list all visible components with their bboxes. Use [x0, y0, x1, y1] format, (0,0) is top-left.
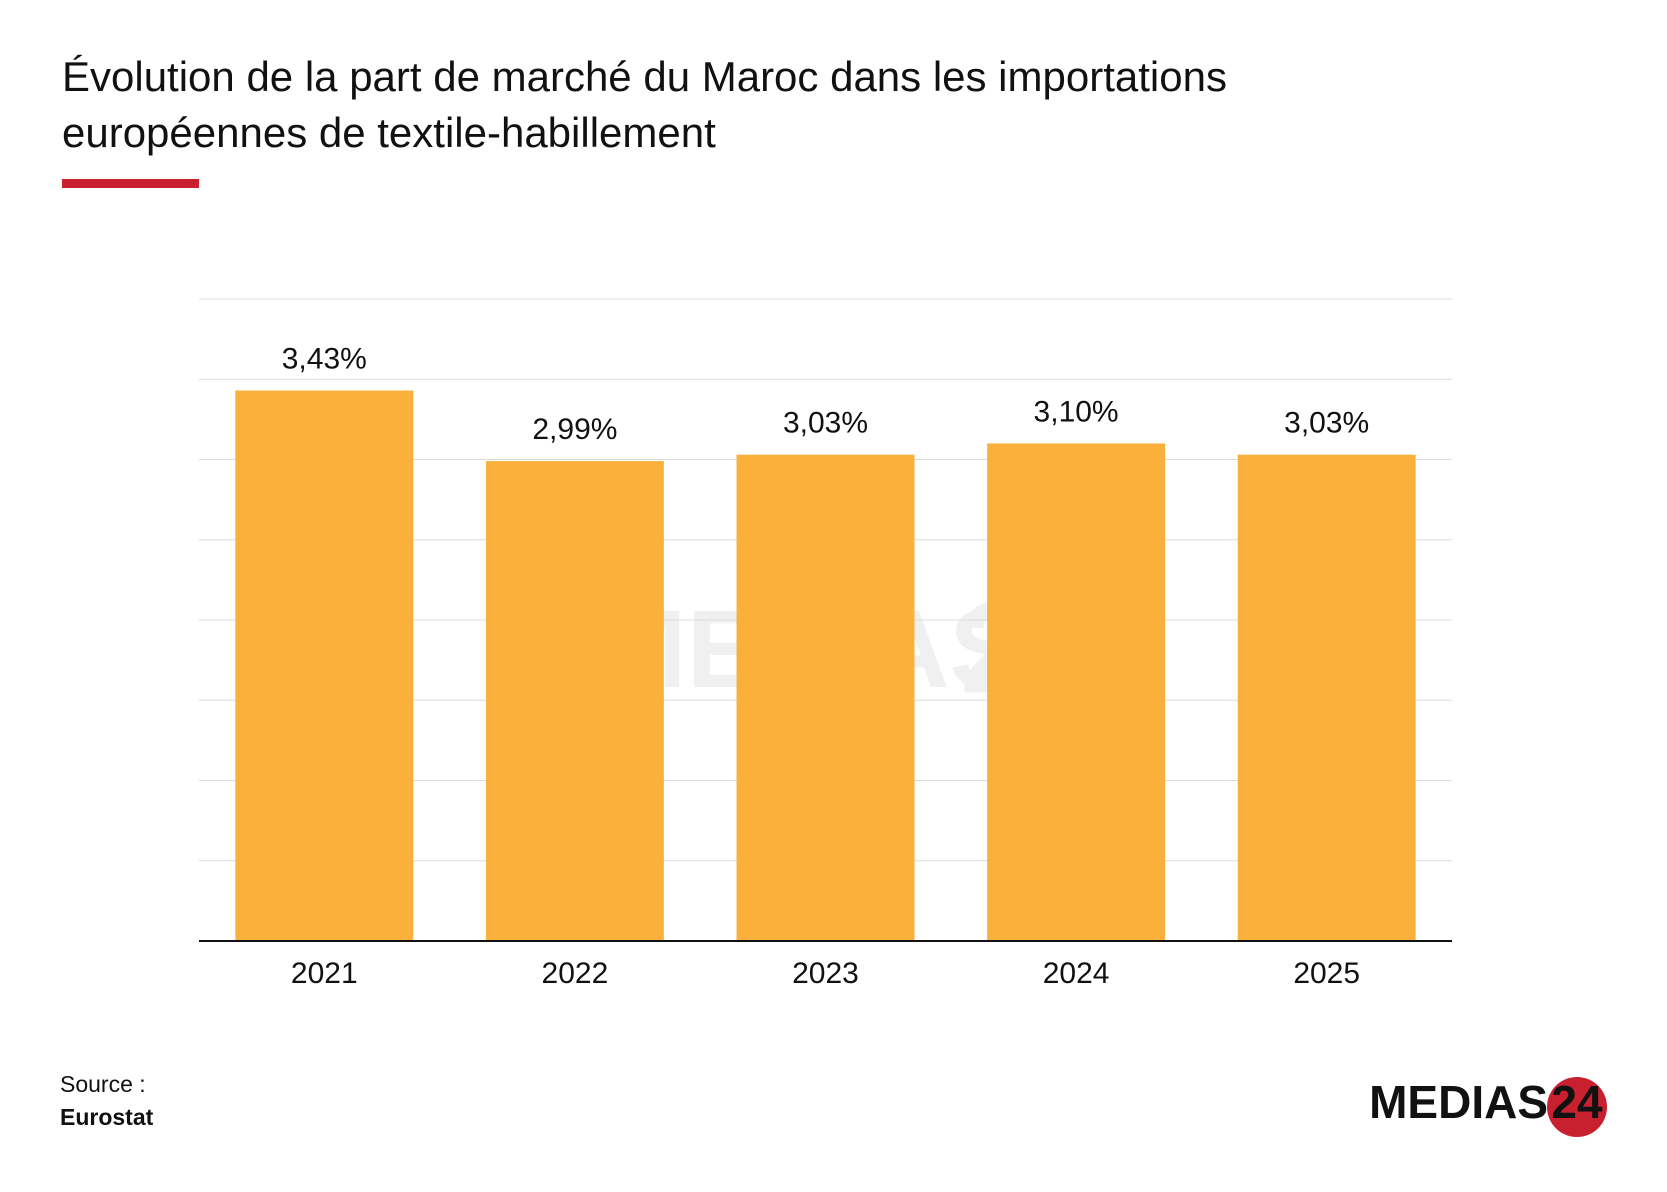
value-label: 3,03%: [783, 407, 868, 440]
value-label: 3,03%: [1284, 407, 1369, 440]
x-tick-label: 2024: [1043, 957, 1110, 990]
bar: [1237, 454, 1416, 941]
x-tick-label: 2022: [542, 957, 609, 990]
x-tick-label: 2025: [1293, 957, 1360, 990]
logo-circle: [1547, 1077, 1607, 1137]
value-label: 3,43%: [282, 342, 367, 375]
bar: [485, 461, 664, 941]
value-label: 2,99%: [532, 413, 617, 446]
logo: MEDIAS 24: [1369, 1076, 1607, 1137]
x-tick-label: 2021: [291, 957, 358, 990]
bar: [235, 390, 414, 941]
chart-subtitle: européennes de textile-habillement: [62, 109, 716, 156]
value-label: 3,10%: [1034, 395, 1119, 428]
title-underline: [62, 179, 199, 188]
chart-title: Évolution de la part de marché du Maroc …: [62, 53, 1227, 100]
bar: [987, 443, 1166, 941]
logo-text: MEDIAS: [1369, 1076, 1548, 1128]
source: Eurostat: [60, 1104, 154, 1130]
source-label: Source :: [60, 1071, 146, 1097]
x-tick-label: 2023: [792, 957, 859, 990]
bar: [736, 454, 915, 941]
logo-number: 24: [1551, 1076, 1603, 1128]
